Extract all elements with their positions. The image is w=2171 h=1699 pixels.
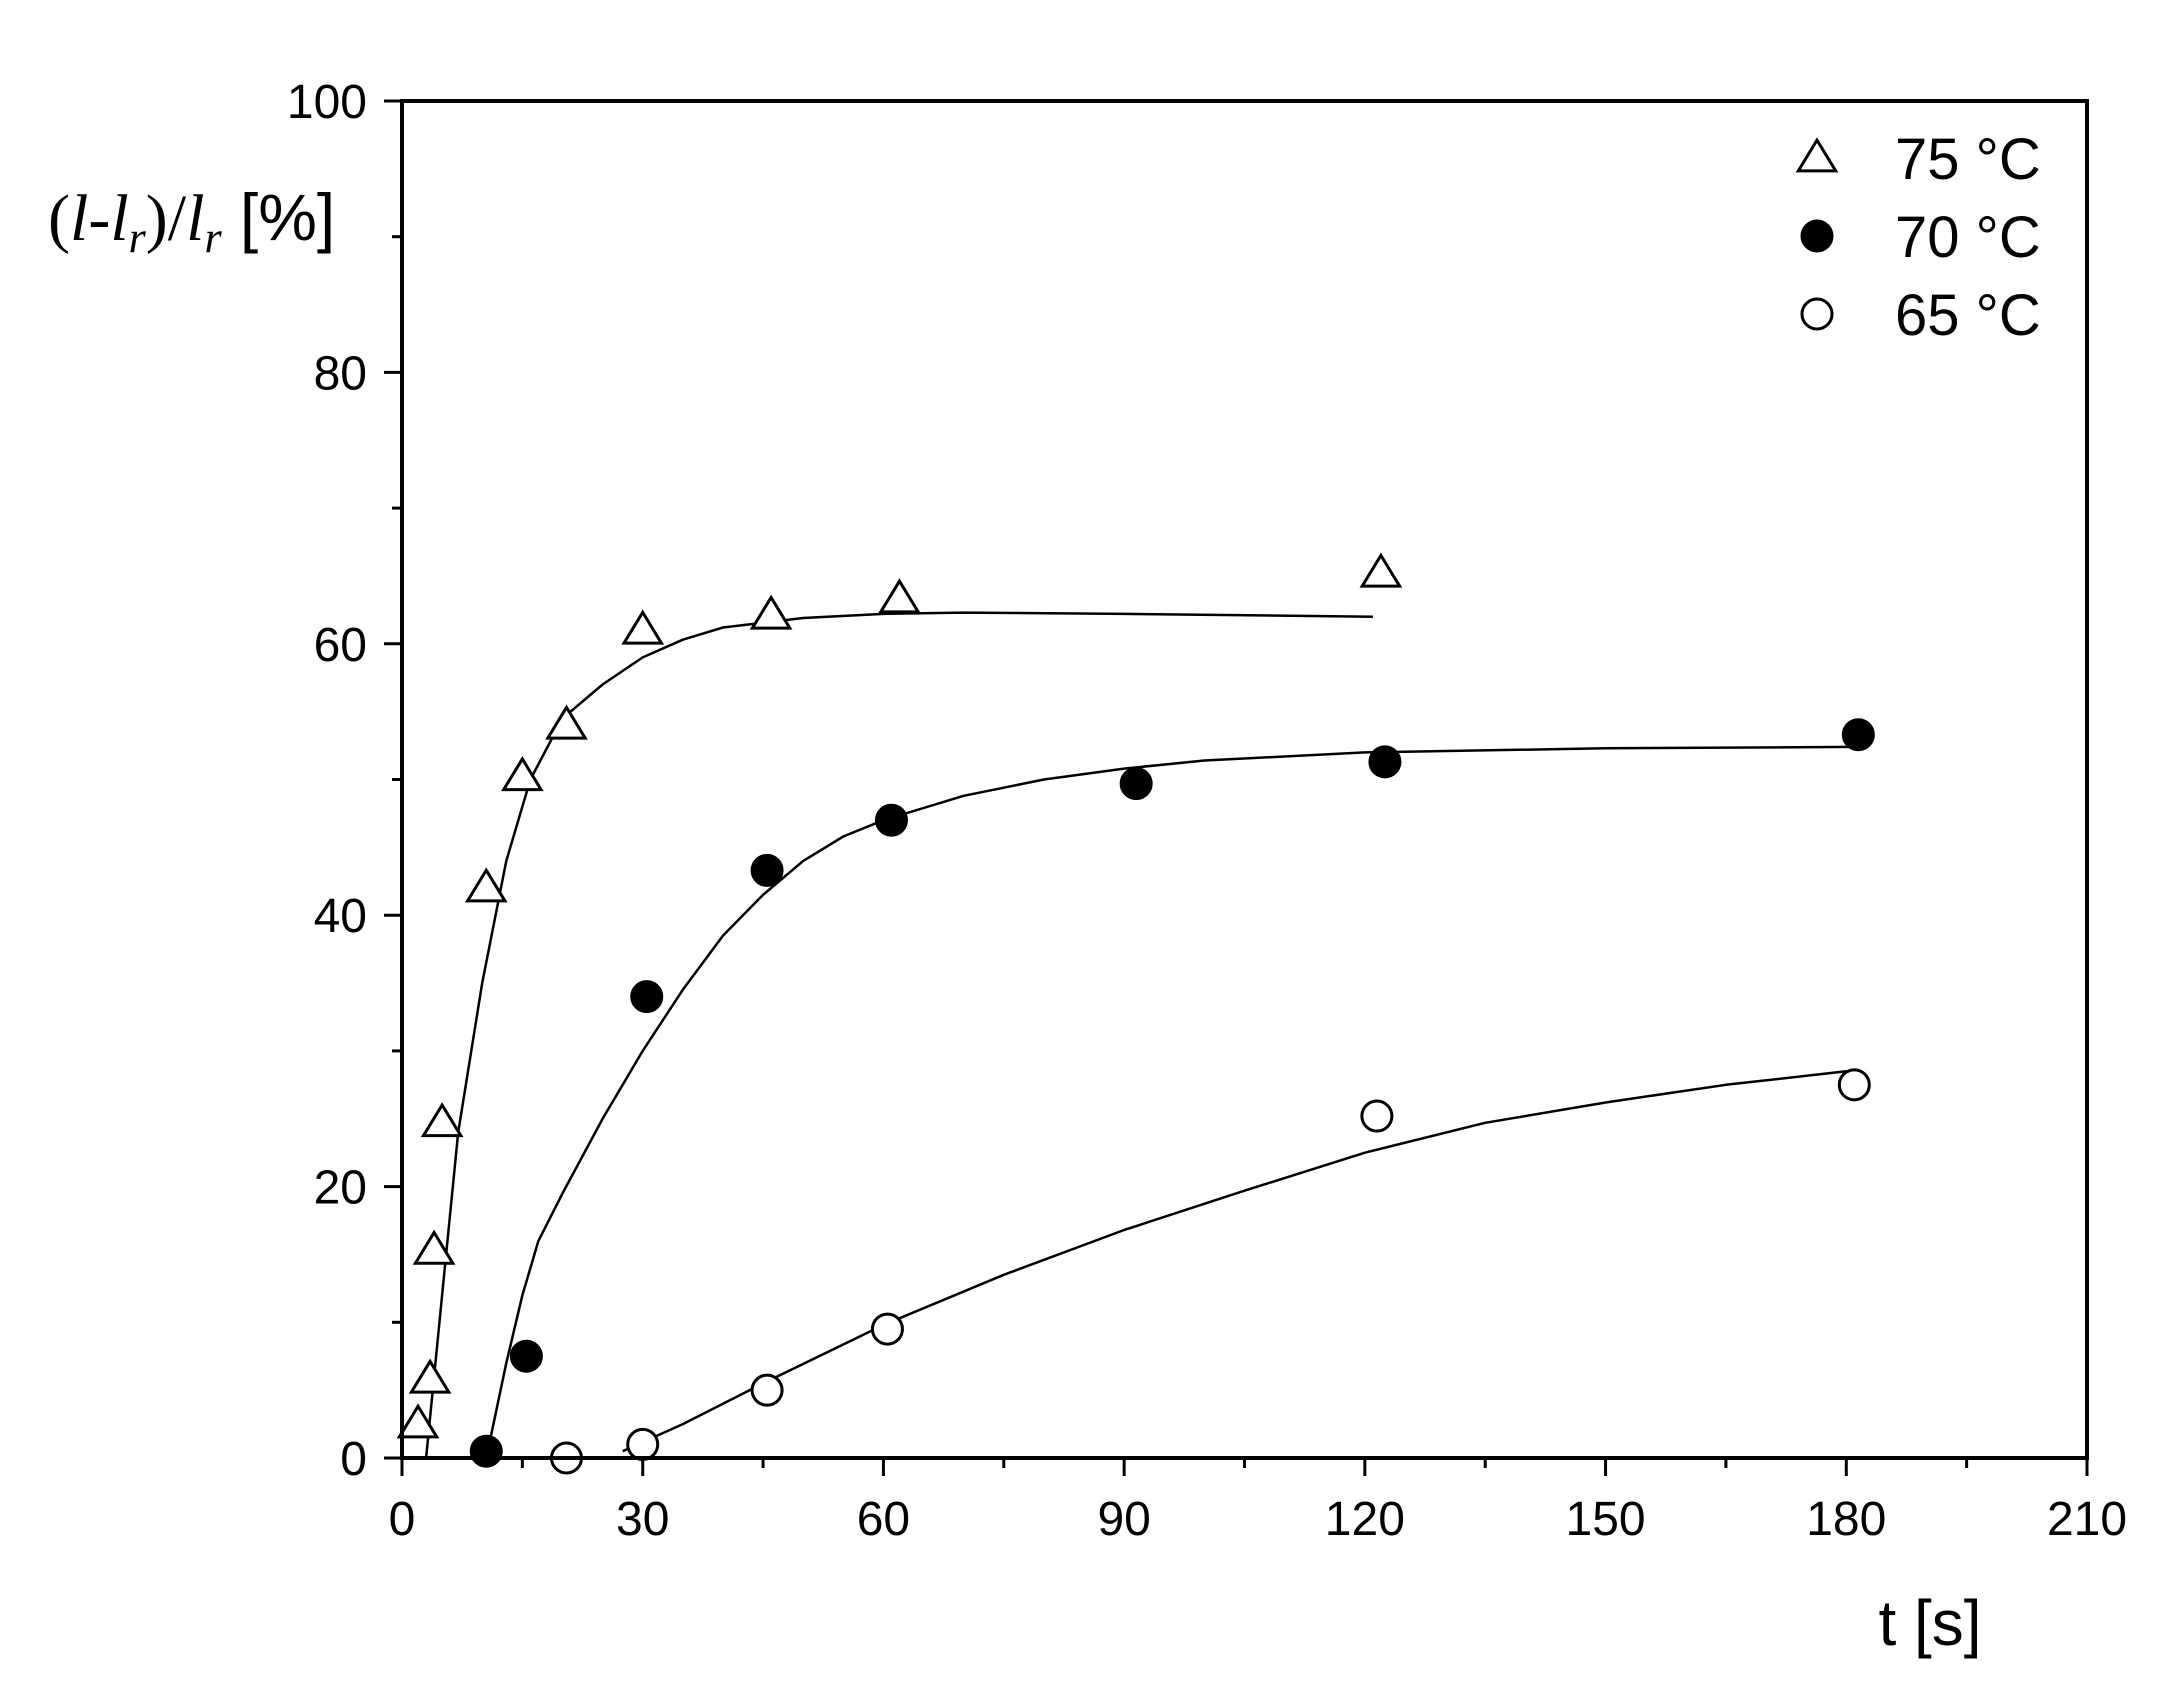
y-axis-label: (l-lr)/lr [%]	[48, 180, 335, 262]
data-point-75c	[500, 756, 544, 792]
data-point-70c	[630, 980, 664, 1014]
data-point-70c	[1841, 718, 1875, 752]
fit-curve-75c	[424, 611, 1373, 1459]
y-axis-label-sub-r: r	[129, 213, 147, 262]
y-axis-label-l-r-2: l	[186, 182, 204, 255]
legend-marker-circle-open	[1800, 297, 1834, 331]
x-tick-label: 0	[389, 1493, 416, 1546]
legend-label-75c: 75 °C	[1895, 127, 2041, 192]
data-point-65c	[626, 1427, 660, 1461]
data-point-70c	[509, 1339, 543, 1373]
y-axis-label-sub-r-2: r	[204, 213, 222, 262]
x-tick-label: 120	[1325, 1493, 1405, 1546]
legend: 75 °C 70 °C 65 °C	[1795, 127, 2041, 348]
data-point-70c	[750, 853, 784, 887]
data-points	[396, 552, 1875, 1475]
data-point-70c	[1368, 745, 1402, 779]
x-tick-label: 30	[616, 1493, 669, 1546]
x-tick-label: 150	[1566, 1493, 1646, 1546]
data-point-70c	[1119, 767, 1153, 801]
data-point-65c	[1360, 1099, 1394, 1133]
data-point-75c	[749, 594, 793, 630]
data-point-65c	[870, 1312, 904, 1346]
fit-curve-70c	[485, 745, 1855, 1459]
y-tick-label: 0	[340, 1433, 367, 1486]
data-point-75c	[408, 1358, 452, 1394]
data-point-75c	[1359, 552, 1403, 588]
data-point-75c	[396, 1403, 440, 1439]
data-point-75c	[420, 1102, 464, 1138]
legend-marker-circle-filled	[1800, 219, 1834, 253]
y-axis-label-l-r: l	[110, 182, 128, 255]
y-tick-label: 100	[287, 76, 367, 129]
x-tick-label: 60	[857, 1493, 910, 1546]
x-axis-label: t [s]	[1878, 1587, 1981, 1659]
data-point-75c	[412, 1229, 456, 1265]
axis-ticks	[384, 99, 2089, 1476]
y-axis-label-paren-open: (	[48, 182, 70, 255]
plot-frame	[400, 99, 2089, 1460]
data-point-75c	[545, 704, 588, 740]
legend-marker-triangle-open	[1795, 137, 1839, 173]
legend-label-70c: 70 °C	[1895, 205, 2041, 270]
data-point-75c	[878, 578, 921, 614]
data-point-75c	[464, 867, 508, 903]
y-tick-label: 80	[314, 347, 367, 400]
x-tick-label: 210	[2047, 1493, 2127, 1546]
fit-curves	[424, 611, 1855, 1459]
data-point-75c	[621, 609, 665, 645]
y-axis-label-slash: )/	[146, 182, 187, 255]
axis-tick-labels: 0 30 60 90 120 150 180 210 0 20 40 60 80 100	[287, 76, 2127, 1546]
legend-label-65c: 65 °C	[1895, 283, 2041, 348]
data-point-70c	[469, 1434, 503, 1468]
y-axis-label-unit: [%]	[222, 180, 336, 254]
fit-curve-65c	[622, 1070, 1847, 1453]
y-axis-label-minus: -	[88, 182, 110, 255]
data-point-65c	[1837, 1068, 1871, 1102]
y-axis-label-l: l	[70, 182, 88, 255]
data-point-65c	[750, 1373, 784, 1407]
data-point-70c	[874, 803, 908, 837]
y-tick-label: 20	[314, 1162, 367, 1215]
y-tick-label: 60	[314, 619, 367, 672]
x-tick-label: 180	[1806, 1493, 1886, 1546]
x-tick-label: 90	[1097, 1493, 1150, 1546]
y-tick-label: 40	[314, 890, 367, 943]
